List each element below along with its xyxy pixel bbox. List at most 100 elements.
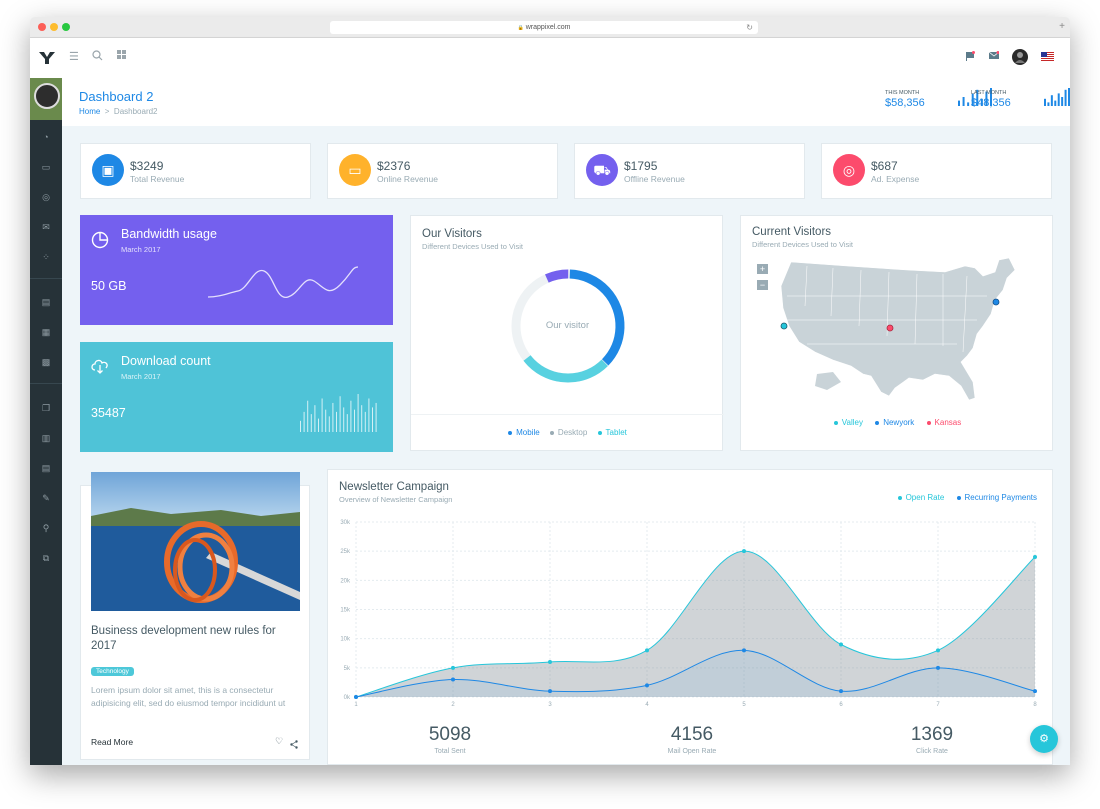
last-month-sparkbar bbox=[1044, 88, 1070, 106]
x-tick-label: 1 bbox=[354, 702, 358, 708]
download-bar bbox=[357, 394, 359, 432]
mini-bar bbox=[985, 91, 988, 106]
url-text: wrappixel.com bbox=[525, 24, 571, 31]
mini-bar bbox=[971, 93, 974, 106]
kpi-card: ▭ $2376 Online Revenue bbox=[327, 143, 558, 199]
map-zoom-in-button[interactable]: + bbox=[757, 264, 768, 274]
search-icon[interactable] bbox=[92, 50, 103, 64]
bubbles-icon[interactable]: ⁘ bbox=[42, 252, 50, 262]
file-icon[interactable]: ▤ bbox=[41, 463, 51, 473]
legend-kansas: Kansas bbox=[926, 418, 961, 427]
document-icon[interactable]: ▤ bbox=[41, 297, 51, 307]
pages-icon[interactable]: ❐ bbox=[41, 403, 51, 413]
data-point bbox=[742, 648, 746, 653]
mini-bar bbox=[1047, 102, 1050, 106]
x-tick-label: 4 bbox=[645, 702, 649, 708]
stat-label: Click Rate bbox=[916, 748, 948, 755]
sidebar-avatar[interactable] bbox=[30, 78, 62, 120]
flag-icon[interactable] bbox=[965, 51, 975, 64]
data-point bbox=[1033, 689, 1037, 694]
read-more-link[interactable]: Read More bbox=[91, 737, 134, 747]
map-zoom-out-button[interactable]: − bbox=[757, 280, 768, 290]
mini-bar bbox=[1054, 100, 1057, 106]
x-tick-label: 6 bbox=[839, 702, 843, 708]
x-tick-label: 2 bbox=[451, 702, 455, 708]
mini-bar bbox=[1057, 93, 1060, 106]
data-point bbox=[548, 689, 552, 694]
new-tab-button[interactable]: + bbox=[1059, 21, 1065, 32]
download-bar bbox=[354, 409, 355, 432]
close-window-button[interactable] bbox=[38, 23, 46, 31]
download-card: Download count March 2017 35487 bbox=[80, 342, 393, 452]
legend-tablet: Tablet bbox=[597, 428, 627, 437]
download-bar bbox=[328, 416, 330, 432]
menu-icon[interactable]: ☰ bbox=[69, 51, 79, 63]
our-visitors-subtitle: Different Devices Used to Visit bbox=[422, 242, 524, 251]
current-visitors-subtitle: Different Devices Used to Visit bbox=[752, 240, 854, 249]
newsletter-title: Newsletter Campaign bbox=[339, 481, 449, 493]
download-bar bbox=[336, 411, 337, 432]
data-point bbox=[936, 648, 940, 653]
this-month-label: THIS MONTH bbox=[885, 90, 920, 96]
current-visitors-title: Current Visitors bbox=[752, 226, 832, 238]
download-bar bbox=[314, 405, 316, 432]
blog-tag[interactable]: Technology bbox=[91, 667, 134, 676]
bandwidth-card: Bandwidth usage March 2017 50 GB bbox=[80, 215, 393, 325]
mini-bar bbox=[1044, 98, 1046, 106]
data-point bbox=[645, 683, 649, 688]
us-flag-icon[interactable] bbox=[1041, 52, 1054, 64]
legend-desktop: Desktop bbox=[549, 428, 587, 437]
download-bar bbox=[368, 398, 370, 432]
mail-icon[interactable] bbox=[988, 51, 1000, 63]
series-area bbox=[356, 551, 1035, 697]
email-icon[interactable]: ✉ bbox=[42, 222, 50, 232]
breadcrumb-home[interactable]: Home bbox=[79, 107, 101, 116]
avatar[interactable] bbox=[1012, 49, 1028, 68]
legend-open-rate: Open Rate bbox=[897, 493, 944, 502]
minimize-window-button[interactable] bbox=[50, 23, 58, 31]
this-month-stat: THIS MONTH $58,356 bbox=[885, 90, 925, 109]
apps-icon[interactable] bbox=[117, 50, 126, 62]
download-bar bbox=[375, 402, 377, 432]
reload-icon[interactable]: ↻ bbox=[746, 23, 753, 32]
legend-newyork: Newyork bbox=[875, 418, 914, 427]
kpi-amount: $687 bbox=[871, 159, 898, 173]
download-bar bbox=[307, 400, 309, 432]
blog-title[interactable]: Business development new rules for 2017 bbox=[91, 625, 276, 652]
download-title: Download count bbox=[121, 354, 211, 368]
table-icon[interactable]: ▦ bbox=[41, 327, 51, 337]
layers-icon[interactable]: ⧉ bbox=[42, 553, 50, 563]
last-month-value: $48,356 bbox=[971, 97, 1011, 109]
map-pin-icon[interactable]: ⚲ bbox=[42, 523, 50, 533]
x-tick-label: 5 bbox=[742, 702, 746, 708]
download-bars bbox=[300, 394, 377, 432]
address-bar[interactable]: 🔒 wrappixel.com ↻ bbox=[330, 21, 758, 34]
maximize-window-button[interactable] bbox=[62, 23, 70, 31]
kpi-label: Offline Revenue bbox=[624, 174, 685, 184]
widgets-icon[interactable]: ▩ bbox=[41, 357, 51, 367]
target-icon[interactable]: ◎ bbox=[42, 192, 50, 202]
brush-icon[interactable]: ✎ bbox=[42, 493, 50, 503]
kpi-card: ◎ $687 Ad. Expense bbox=[821, 143, 1052, 199]
mini-bar bbox=[958, 100, 960, 106]
y-tick-label: 10k bbox=[340, 637, 351, 643]
settings-fab[interactable]: ⚙ bbox=[1030, 725, 1058, 753]
dashboard-icon[interactable]: ◔ bbox=[43, 132, 49, 142]
download-bar bbox=[325, 409, 327, 432]
y-tick-label: 0k bbox=[344, 695, 351, 701]
laptop-icon[interactable]: ▭ bbox=[41, 162, 51, 172]
book-icon[interactable]: ▥ bbox=[41, 433, 51, 443]
download-bar bbox=[321, 398, 323, 432]
data-point bbox=[548, 660, 552, 664]
y-tick-label: 30k bbox=[340, 520, 351, 526]
usa-map[interactable] bbox=[777, 256, 1022, 416]
y-tick-label: 25k bbox=[340, 549, 351, 555]
heart-icon[interactable]: ♡ bbox=[275, 736, 284, 746]
share-icon[interactable] bbox=[290, 736, 298, 754]
download-bar bbox=[364, 411, 366, 432]
app-logo[interactable] bbox=[38, 51, 56, 69]
browser-titlebar: 🔒 wrappixel.com ↻ + bbox=[30, 17, 1070, 38]
kpi-amount: $2376 bbox=[377, 159, 411, 173]
bandwidth-value: 50 GB bbox=[91, 279, 127, 293]
wallet-icon: ▣ bbox=[92, 154, 124, 186]
